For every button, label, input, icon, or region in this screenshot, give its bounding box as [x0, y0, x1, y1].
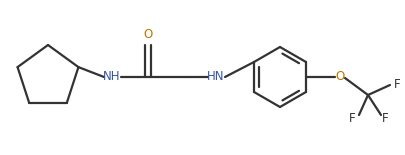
Text: O: O [335, 71, 344, 84]
Text: F: F [381, 113, 387, 126]
Text: F: F [393, 78, 399, 91]
Text: NH: NH [103, 71, 120, 84]
Text: F: F [348, 113, 354, 126]
Text: HN: HN [207, 71, 224, 84]
Text: O: O [143, 29, 152, 42]
